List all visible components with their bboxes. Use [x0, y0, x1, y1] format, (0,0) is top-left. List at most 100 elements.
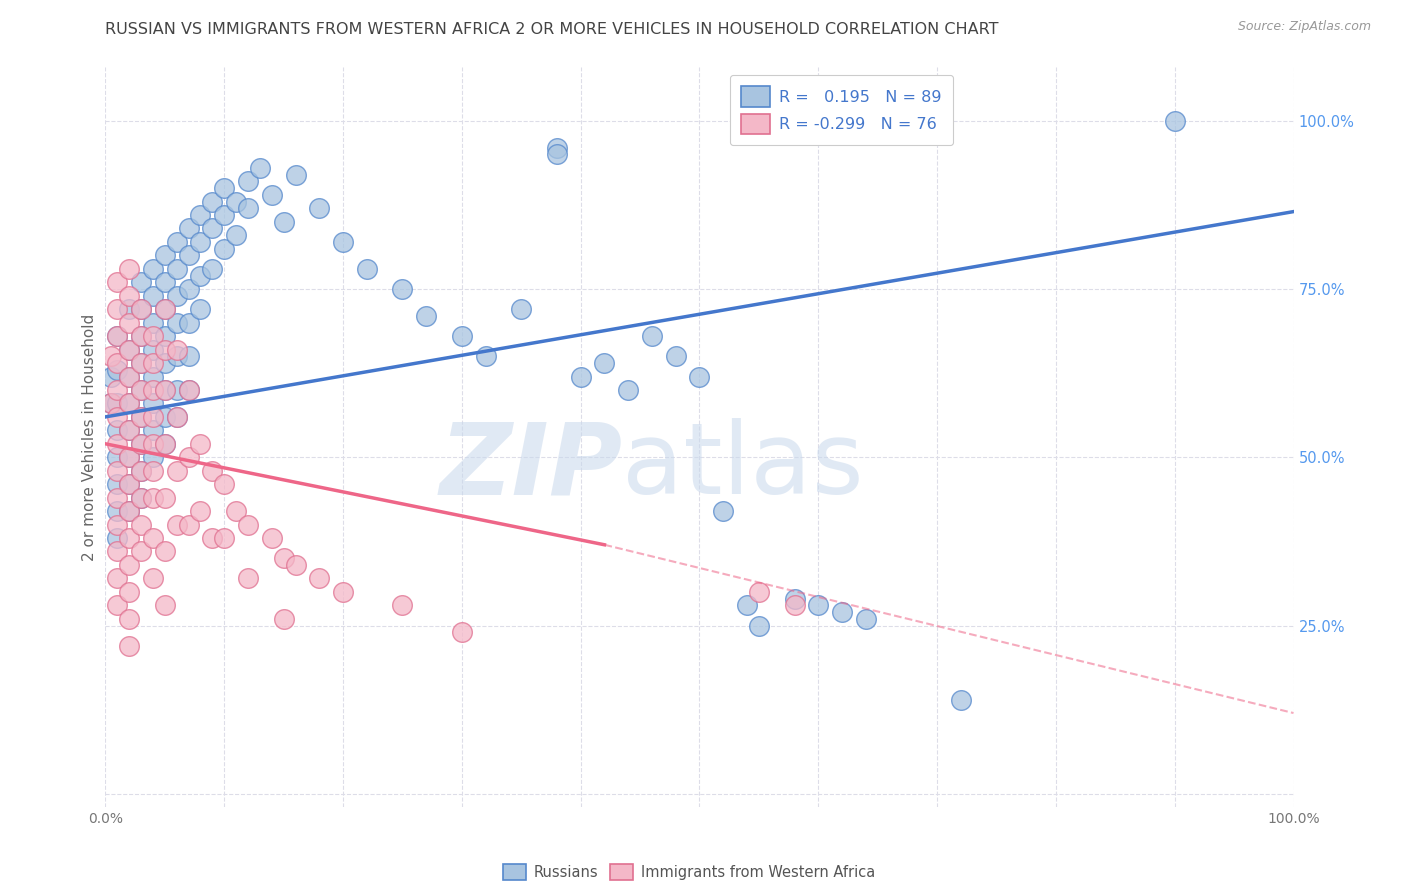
Point [142, 289, 165, 303]
Point [166, 517, 188, 532]
Point [142, 531, 165, 545]
Point [142, 396, 165, 410]
Point [569, 369, 592, 384]
Point [1164, 113, 1187, 128]
Point [100, 396, 122, 410]
Point [166, 383, 188, 397]
Point [391, 282, 413, 296]
Point [415, 309, 437, 323]
Point [177, 450, 200, 465]
Point [783, 591, 806, 606]
Point [129, 302, 152, 317]
Point [214, 477, 236, 491]
Point [129, 356, 152, 370]
Point [129, 383, 152, 397]
Point [641, 329, 664, 343]
Point [748, 585, 770, 599]
Point [593, 356, 616, 370]
Point [236, 517, 259, 532]
Point [142, 491, 165, 505]
Point [510, 302, 533, 317]
Point [166, 409, 188, 424]
Point [105, 464, 128, 478]
Point [450, 329, 472, 343]
Point [105, 517, 128, 532]
Point [273, 551, 295, 566]
Point [546, 141, 568, 155]
Point [391, 599, 413, 613]
Text: atlas: atlas [623, 418, 863, 516]
Point [225, 194, 247, 209]
Point [214, 208, 236, 222]
Point [284, 168, 307, 182]
Point [118, 450, 141, 465]
Point [100, 349, 122, 363]
Point [153, 437, 176, 451]
Point [142, 450, 165, 465]
Point [166, 235, 188, 249]
Point [129, 329, 152, 343]
Point [332, 585, 354, 599]
Point [153, 437, 176, 451]
Point [153, 409, 176, 424]
Point [118, 477, 141, 491]
Point [284, 558, 307, 572]
Point [105, 383, 128, 397]
Point [153, 599, 176, 613]
Point [129, 491, 152, 505]
Point [142, 409, 165, 424]
Point [105, 275, 128, 289]
Point [118, 450, 141, 465]
Point [748, 618, 770, 632]
Point [118, 369, 141, 384]
Point [201, 261, 224, 276]
Point [100, 369, 122, 384]
Point [105, 491, 128, 505]
Point [129, 491, 152, 505]
Point [129, 464, 152, 478]
Point [201, 221, 224, 235]
Point [166, 409, 188, 424]
Point [153, 491, 176, 505]
Point [177, 383, 200, 397]
Point [118, 396, 141, 410]
Point [153, 343, 176, 357]
Y-axis label: 2 or more Vehicles in Household: 2 or more Vehicles in Household [82, 313, 97, 561]
Point [142, 571, 165, 585]
Point [118, 639, 141, 653]
Text: ZIP: ZIP [439, 418, 623, 516]
Point [308, 201, 330, 215]
Legend: Russians, Immigrants from Western Africa: Russians, Immigrants from Western Africa [499, 860, 879, 885]
Point [105, 599, 128, 613]
Point [177, 316, 200, 330]
Point [783, 599, 806, 613]
Point [105, 423, 128, 437]
Point [177, 517, 200, 532]
Point [249, 161, 271, 175]
Point [105, 396, 128, 410]
Point [118, 369, 141, 384]
Point [225, 228, 247, 243]
Point [105, 329, 128, 343]
Point [142, 369, 165, 384]
Point [214, 181, 236, 195]
Point [105, 504, 128, 518]
Point [105, 450, 128, 465]
Point [153, 248, 176, 262]
Point [118, 302, 141, 317]
Point [190, 208, 212, 222]
Point [153, 356, 176, 370]
Point [118, 558, 141, 572]
Point [546, 147, 568, 161]
Point [105, 409, 128, 424]
Point [617, 383, 640, 397]
Legend: R =   0.195   N = 89, R = -0.299   N = 76: R = 0.195 N = 89, R = -0.299 N = 76 [730, 75, 953, 145]
Point [142, 464, 165, 478]
Point [332, 235, 354, 249]
Point [711, 504, 734, 518]
Point [474, 349, 496, 363]
Point [118, 504, 141, 518]
Point [118, 585, 141, 599]
Point [214, 242, 236, 256]
Point [118, 423, 141, 437]
